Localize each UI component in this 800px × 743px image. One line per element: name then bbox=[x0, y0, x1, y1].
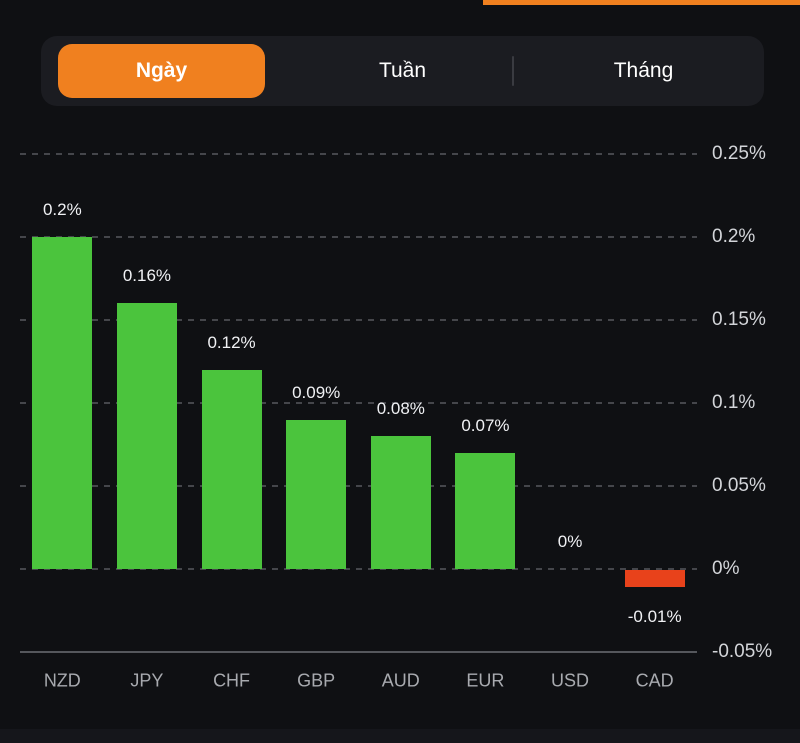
x-axis-label-jpy: JPY bbox=[130, 670, 164, 691]
period-tabs: Ngày Tuần Tháng bbox=[41, 36, 764, 106]
bar-value-label-eur: 0.07% bbox=[461, 415, 510, 435]
bar-aud[interactable] bbox=[370, 436, 431, 569]
bar-cad[interactable] bbox=[624, 570, 685, 587]
tab-label: Tuần bbox=[378, 59, 427, 82]
bar-value-label-aud: 0.08% bbox=[376, 399, 425, 419]
y-axis-tick-label: 0.2% bbox=[712, 226, 756, 247]
bar-nzd[interactable] bbox=[32, 237, 93, 569]
y-axis-tick-label: 0% bbox=[712, 558, 740, 579]
x-axis-label-eur: EUR bbox=[466, 670, 505, 691]
bar-value-label-usd: 0% bbox=[557, 532, 583, 551]
gridline bbox=[20, 153, 697, 155]
tab-label: Ngày bbox=[135, 59, 188, 82]
gridline bbox=[20, 568, 697, 570]
tab-ngay[interactable]: Ngày bbox=[41, 36, 282, 106]
y-axis-tick-label: 0.15% bbox=[712, 309, 766, 330]
x-axis-label-cad: CAD bbox=[635, 670, 674, 691]
gridline bbox=[20, 236, 697, 238]
selected-tab-pill bbox=[58, 44, 265, 98]
tab-thang[interactable]: Tháng bbox=[523, 36, 764, 106]
y-axis-tick-label: -0.05% bbox=[712, 641, 773, 662]
tab-divider bbox=[512, 56, 514, 86]
y-axis-tick-label: 0.05% bbox=[712, 475, 766, 496]
footer-band bbox=[0, 729, 800, 743]
bar-value-label-jpy: 0.16% bbox=[122, 266, 172, 286]
top-accent-bar bbox=[483, 0, 800, 5]
gridline bbox=[20, 319, 697, 321]
y-axis-tick-label: 0.1% bbox=[712, 392, 756, 413]
x-axis-label-nzd: NZD bbox=[43, 670, 81, 691]
tab-label: Tháng bbox=[613, 59, 674, 82]
bar-eur[interactable] bbox=[455, 452, 516, 569]
x-axis-label-chf: CHF bbox=[213, 670, 251, 691]
y-axis-tick-label: 0.25% bbox=[712, 143, 766, 164]
gridline bbox=[20, 402, 697, 404]
bar-jpy[interactable] bbox=[116, 303, 177, 569]
bar-gbp[interactable] bbox=[286, 419, 347, 569]
bar-value-label-chf: 0.12% bbox=[207, 332, 256, 352]
gridline bbox=[20, 485, 697, 487]
bar-value-label-nzd: 0.2% bbox=[42, 200, 82, 219]
x-axis-label-gbp: GBP bbox=[297, 670, 336, 691]
bar-value-label-cad: -0.01% bbox=[627, 606, 682, 626]
bar-chf[interactable] bbox=[201, 369, 262, 569]
bar-value-label-gbp: 0.09% bbox=[292, 382, 341, 402]
x-axis-label-aud: AUD bbox=[381, 670, 420, 691]
x-axis-line bbox=[20, 651, 697, 653]
x-axis-label-usd: USD bbox=[551, 670, 590, 691]
tab-tuan[interactable]: Tuần bbox=[282, 36, 523, 106]
